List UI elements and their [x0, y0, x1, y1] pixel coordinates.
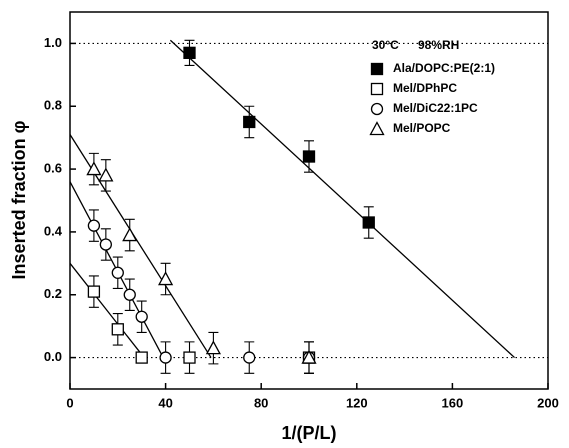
fit-line: [169, 39, 515, 359]
data-point: [135, 310, 148, 323]
fit-line: [69, 262, 145, 358]
plot-frame: [69, 11, 549, 390]
x-tick-label: 40: [158, 395, 172, 410]
data-point: [362, 216, 375, 229]
data-point: [87, 285, 101, 298]
data-point: [98, 167, 114, 182]
data-point: [111, 323, 124, 336]
x-tick-label: 120: [346, 395, 368, 410]
y-tick-label: 1.0: [44, 35, 62, 50]
y-tick-label: 0.8: [44, 98, 62, 113]
legend-label: Mel/DPhPC: [393, 81, 457, 95]
data-point: [159, 351, 172, 364]
data-point: [122, 227, 138, 242]
legend-marker: [370, 102, 384, 116]
annotation: 98%RH: [418, 38, 459, 52]
data-point: [301, 349, 317, 364]
x-axis-label: 1/(P/L): [281, 423, 336, 443]
y-axis-label: Inserted fraction φ: [9, 120, 29, 279]
x-tick-label: 80: [254, 395, 268, 410]
legend-marker: [369, 121, 385, 136]
data-point: [243, 115, 256, 129]
legend-marker: [370, 62, 384, 76]
y-tick-label: 0.4: [44, 223, 63, 238]
x-tick-label: 200: [537, 395, 559, 410]
data-point: [111, 266, 124, 279]
y-tick-label: 0.2: [44, 286, 62, 301]
data-point: [158, 271, 174, 286]
legend-label: Mel/DiC22:1PC: [393, 101, 478, 115]
data-point: [302, 150, 316, 163]
data-point: [183, 46, 196, 59]
x-tick-label: 160: [442, 395, 464, 410]
data-point: [86, 161, 102, 176]
y-tick-label: 0.6: [44, 161, 62, 176]
y-tick-label: 0.0: [44, 349, 62, 364]
data-point: [99, 238, 112, 251]
legend-label: Ala/DOPC:PE(2:1): [393, 61, 495, 75]
data-point: [87, 219, 101, 232]
data-point: [243, 351, 256, 364]
x-tick-label: 0: [66, 395, 73, 410]
data-point: [123, 288, 136, 301]
legend-label: Mel/POPC: [393, 121, 451, 135]
data-point: [183, 351, 196, 364]
annotation: 30°C: [372, 38, 399, 52]
legend-marker: [370, 82, 384, 96]
data-point: [205, 340, 221, 355]
data-point: [135, 351, 148, 364]
